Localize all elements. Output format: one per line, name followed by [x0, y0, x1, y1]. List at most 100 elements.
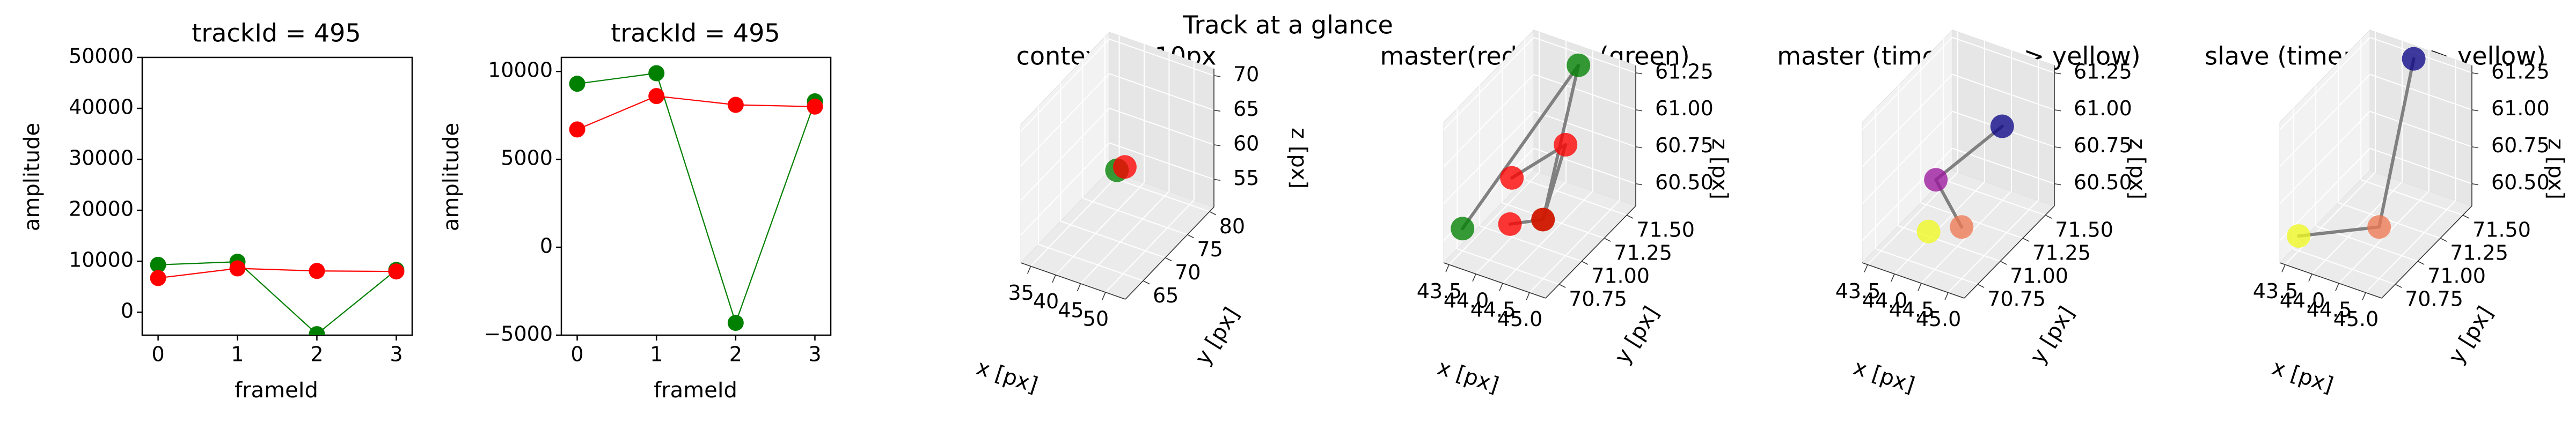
plot-area: 0 1 2 3 −5000 0 5000 10000 — [484, 56, 832, 366]
floor-grid-line — [1104, 174, 1210, 212]
x-tick-mark — [1891, 273, 1895, 282]
x-tick-label: 43.5 — [2253, 279, 2299, 303]
y-tick-mark — [1581, 261, 1589, 265]
back-grid-line — [2369, 110, 2472, 147]
track-point — [1531, 208, 1555, 232]
track-point — [2402, 47, 2426, 71]
x-tick-label: 44.0 — [2280, 289, 2325, 312]
floor-grid-line — [1529, 199, 1620, 293]
x-tick-label: 44.5 — [1470, 298, 1516, 322]
back-grid-line — [1109, 38, 1214, 76]
z-tick-label: 60.50 — [1655, 171, 1714, 194]
y-tick-mark — [2395, 284, 2402, 288]
master-point — [150, 270, 166, 286]
y-axis-line — [1964, 205, 2055, 299]
x-tick-mark — [1918, 283, 1922, 291]
slave-point — [150, 256, 166, 273]
track-connector — [1934, 124, 2004, 182]
back-grid-line — [1952, 73, 2055, 110]
x-tick-mark — [1077, 283, 1081, 292]
track-point — [1916, 219, 1941, 243]
y-tick-mark — [2022, 238, 2030, 242]
slave-point — [569, 76, 586, 92]
y-axis-label: amplitude — [20, 123, 45, 231]
master-point — [807, 98, 823, 115]
floor-grid-line — [1502, 190, 1593, 284]
x-tick-mark — [1864, 264, 1868, 272]
floor-grid-line — [1457, 248, 1560, 285]
y-tick-mark — [1165, 257, 1172, 262]
floor-grid-line — [2311, 181, 2403, 275]
chart-title: trackId = 495 — [611, 19, 780, 48]
z-tick-label: 60.50 — [2491, 171, 2550, 194]
left-grid-line — [1443, 74, 1534, 167]
z-tick-mark — [1213, 109, 1221, 112]
z-tick-mark — [2471, 109, 2479, 112]
y-tick-mark — [2462, 214, 2470, 219]
y-tick-label: 70.75 — [1987, 287, 2046, 311]
floor-grid-line — [1948, 199, 2039, 293]
back-grid-line — [1109, 73, 1214, 111]
y-tick-label: 65 — [1153, 284, 1179, 307]
track-point — [1950, 215, 1974, 239]
floor-grid-line — [1920, 202, 2023, 239]
left-grid-line — [2279, 74, 2370, 167]
z-tick-mark — [2471, 183, 2479, 186]
y-tick-mark — [1187, 234, 1194, 239]
x-tick-label: 2 — [310, 343, 323, 366]
x-tick-mark — [1472, 273, 1476, 282]
x-tick-label: 44.5 — [1889, 298, 1935, 322]
z-tick-label: 61.25 — [2491, 60, 2550, 83]
y-tick-label: 0 — [540, 234, 553, 258]
y-tick-label: 71.25 — [1614, 241, 1672, 265]
x-tick-label: 45 — [1058, 298, 1084, 322]
x-tick-label: 43.5 — [1835, 279, 1881, 303]
y-axis-line — [2381, 205, 2472, 299]
y-tick-mark — [2417, 261, 2425, 265]
back-grid-line — [2369, 73, 2472, 110]
y-tick-mark — [2045, 214, 2052, 219]
track-point — [2287, 224, 2311, 248]
x-tick-mark — [1052, 275, 1056, 283]
y-tick-label: 70 — [1175, 261, 1201, 284]
back-grid-line — [2369, 147, 2472, 184]
left-grid-line — [1862, 74, 1953, 167]
z-axis-label: z [px] — [1707, 138, 1732, 199]
master-series-line — [158, 268, 397, 279]
x-axis-label: frameId — [654, 378, 737, 403]
z-tick-mark — [2054, 72, 2061, 75]
axes-frame — [141, 56, 413, 336]
x-axis-line — [1443, 262, 1546, 299]
figure-title: Track at a glance — [1182, 11, 1393, 40]
left-grid-line — [1020, 39, 1110, 132]
x-tick-label: 50 — [1083, 307, 1109, 331]
x-tick-label: 45.0 — [2333, 307, 2379, 331]
floor-grid-line — [1898, 225, 2001, 262]
y-tick-label: 10000 — [69, 248, 134, 272]
y-tick-label: 71.50 — [1636, 218, 1695, 242]
y-tick-label: 70.75 — [1569, 287, 1627, 311]
y-tick-label: 75 — [1197, 238, 1223, 261]
slave-series-line — [577, 72, 816, 325]
y-axis-label: amplitude — [439, 123, 464, 231]
floor-grid-line — [2285, 172, 2376, 265]
back-grid-line — [1533, 110, 1636, 147]
left-grid-line — [1862, 147, 1953, 241]
z-tick-mark — [2054, 109, 2061, 112]
z-tick-mark — [1635, 72, 1643, 75]
x-axis-line — [1862, 262, 1965, 299]
y-tick-label: 50000 — [69, 45, 134, 68]
master-point — [388, 263, 405, 280]
left-grid-line — [2279, 110, 2370, 204]
master-point — [229, 260, 246, 277]
left-grid-line — [1862, 37, 1953, 130]
y-tick-label: 70.75 — [2405, 287, 2463, 311]
y-tick-label: 0 — [121, 299, 134, 323]
z-tick-mark — [2054, 146, 2061, 149]
left-grid-line — [1020, 142, 1110, 236]
z-tick-mark — [1213, 75, 1221, 77]
z-tick-mark — [1635, 109, 1643, 112]
